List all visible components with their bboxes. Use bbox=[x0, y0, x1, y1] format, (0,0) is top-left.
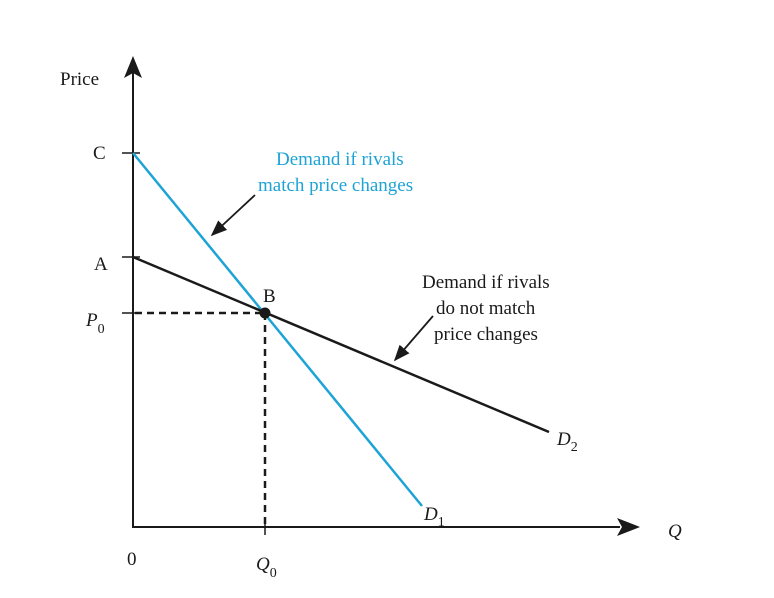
annotation-match-line1: Demand if rivals bbox=[276, 149, 404, 170]
demand-curve-d2 bbox=[132, 255, 550, 434]
origin-label: 0 bbox=[127, 549, 137, 570]
y-axis-label: Price bbox=[60, 69, 99, 90]
y-tick-label-p0: P0 bbox=[85, 310, 105, 337]
y-tick-label-c: C bbox=[93, 143, 106, 164]
y-axis-arrowhead bbox=[124, 56, 142, 78]
curve-label-d1: D1 bbox=[423, 504, 445, 530]
curve-label-d2: D2 bbox=[556, 429, 578, 455]
y-tick-label-a: A bbox=[94, 254, 108, 275]
x-axis-label: Q bbox=[668, 521, 682, 542]
demand-curve-d1 bbox=[132, 152, 423, 507]
annotation-nomatch-line2: do not match bbox=[436, 298, 536, 319]
x-tick-label-q0: Q0 bbox=[256, 554, 277, 581]
annotation-match-line2: match price changes bbox=[258, 175, 413, 196]
point-b-label: B bbox=[263, 286, 276, 307]
annotation-nomatch-arrow bbox=[393, 315, 434, 362]
point-b bbox=[259, 307, 271, 319]
annotation-match-arrow bbox=[210, 194, 256, 237]
annotation-nomatch-line1: Demand if rivals bbox=[422, 272, 550, 293]
annotation-nomatch-line3: price changes bbox=[434, 324, 538, 345]
x-axis-arrowhead bbox=[617, 518, 640, 536]
